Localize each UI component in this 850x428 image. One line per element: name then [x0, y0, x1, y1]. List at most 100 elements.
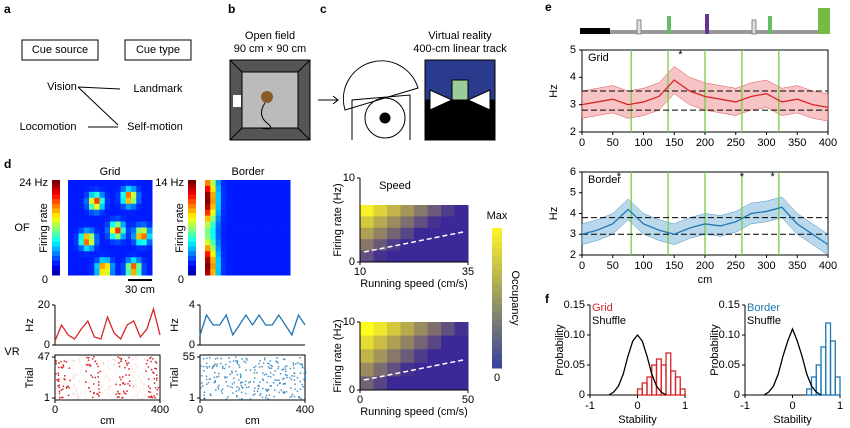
colorbar — [492, 298, 502, 306]
panel-label: e — [545, 0, 552, 14]
raster-dot — [226, 376, 228, 378]
heat-cell — [110, 245, 116, 252]
heat-cell — [89, 209, 95, 217]
raster-dot — [270, 364, 272, 367]
raster-dot — [131, 358, 134, 361]
colorbar — [52, 237, 60, 243]
raster-dot — [252, 394, 255, 396]
occupancy-cell — [387, 335, 401, 350]
raster-dot — [62, 365, 65, 368]
raster-dot — [299, 357, 301, 359]
heat-cell — [68, 191, 74, 199]
heat-cell — [104, 233, 111, 240]
occupancy-cell — [400, 376, 415, 391]
heat-cell — [252, 269, 259, 276]
heat-cell — [104, 185, 111, 193]
heat-cell — [274, 215, 280, 223]
raster-dot — [145, 362, 148, 365]
heat-cell — [279, 227, 286, 234]
raster-dot — [114, 359, 116, 361]
raster-dot — [254, 365, 257, 368]
label: Running speed (cm/s) — [360, 406, 468, 418]
x-tick-label: 50 — [607, 260, 619, 272]
heat-cell — [94, 221, 100, 228]
heat-cell — [146, 263, 153, 270]
raster-dot — [266, 389, 268, 391]
raster-dot — [128, 380, 131, 382]
y-tick-label: 0 — [734, 389, 740, 401]
raster-dot — [68, 387, 70, 389]
heat-cell — [141, 215, 148, 223]
raster-dot — [93, 383, 95, 385]
heat-cell — [89, 257, 95, 264]
x-tick-label: 300 — [757, 137, 775, 149]
heat-cell — [215, 209, 222, 217]
raster-dot — [61, 367, 64, 369]
raster-dot — [222, 365, 224, 368]
heat-cell — [89, 203, 95, 211]
heat-cell — [284, 269, 291, 276]
raster-dot — [144, 368, 146, 370]
raster-dot — [274, 370, 277, 372]
raster-dot — [114, 381, 117, 383]
heat-cell — [236, 185, 243, 193]
heat-cell — [215, 180, 222, 187]
occupancy-cell — [387, 205, 401, 217]
heat-cell — [141, 185, 148, 193]
heat-cell — [78, 203, 85, 211]
raster-dot — [253, 390, 256, 392]
heat-cell — [210, 197, 217, 205]
raster-dot — [203, 394, 205, 396]
heat-cell — [274, 227, 280, 234]
raster-dot — [67, 385, 69, 388]
raster-dot — [98, 381, 100, 383]
occupancy-cell — [373, 227, 388, 240]
raster-dot — [244, 383, 247, 386]
raster-dot — [148, 390, 150, 393]
heat-cell — [115, 233, 121, 240]
heat-cell — [146, 197, 153, 205]
colorbar — [492, 256, 502, 264]
heat-cell — [247, 257, 254, 264]
y-tick-label: 0 — [44, 339, 50, 351]
raster-dot — [301, 364, 304, 367]
heat-cell — [136, 245, 142, 252]
heat-cell — [231, 185, 238, 193]
raster-dot — [128, 368, 130, 370]
raster-dot — [260, 392, 262, 395]
heat-cell — [226, 180, 233, 187]
raster-dot — [149, 357, 151, 360]
heat-cell — [125, 221, 132, 228]
raster-dot — [119, 393, 121, 395]
colorbar — [52, 260, 60, 266]
occupancy-cell — [441, 322, 455, 337]
raster-dot — [224, 363, 227, 366]
raster-dot — [264, 397, 267, 399]
raster-dot — [125, 374, 127, 376]
heat-cell — [131, 245, 137, 252]
raster-dot — [75, 398, 78, 401]
heat-cell — [73, 233, 79, 240]
heat-cell — [89, 233, 95, 240]
heat-cell — [279, 203, 286, 211]
raster-dot — [269, 376, 272, 378]
heat-cell — [146, 233, 153, 240]
raster-dot — [131, 367, 134, 370]
raster-dot — [212, 366, 214, 368]
heat-cell — [231, 215, 238, 223]
raster-dot — [65, 387, 68, 389]
heat-cell — [274, 180, 280, 187]
raster-dot — [107, 361, 109, 363]
heat-cell — [242, 180, 248, 187]
raster-dot — [245, 361, 247, 364]
raster-dot — [302, 386, 305, 388]
raster-dot — [144, 358, 146, 360]
x-tick-label: 150 — [665, 137, 683, 149]
heat-cell — [136, 239, 142, 246]
rate-line — [54, 306, 161, 342]
raster-dot — [94, 360, 96, 363]
colorbar — [492, 284, 502, 292]
heat-cell — [231, 263, 238, 270]
raster-dot — [156, 374, 158, 377]
heat-cell — [78, 263, 85, 270]
